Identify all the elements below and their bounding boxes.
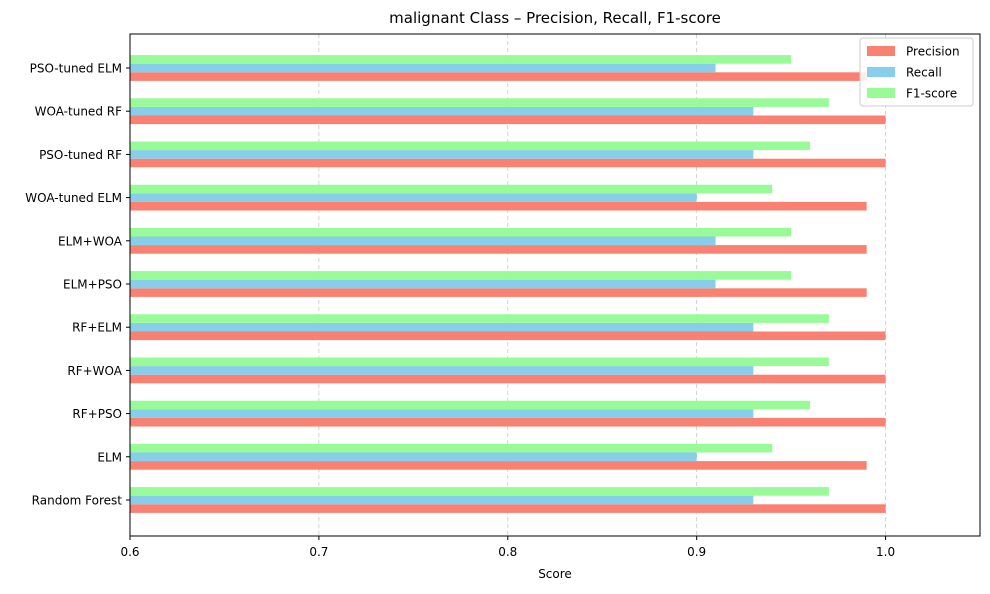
y-tick-label: ELM+PSO [63, 278, 122, 292]
bar-precision [130, 201, 867, 211]
legend-label: Recall [906, 66, 942, 80]
bar-precision [130, 158, 886, 168]
bar-recall [130, 495, 754, 505]
y-tick-label: RF+ELM [72, 321, 122, 335]
bar-precision [130, 245, 867, 254]
y-axis: Random Forest ELM RF+PSO RF+WOA RF+ELM ELM+PS… [25, 62, 130, 508]
bars [130, 55, 886, 513]
y-tick-label: ELM+WOA [58, 234, 123, 248]
bar-recall [130, 150, 754, 159]
bar-f1-score [130, 487, 829, 496]
x-tick-label: 0.9 [687, 545, 706, 559]
bar-f1-score [130, 227, 792, 237]
bar-f1-score [130, 443, 773, 453]
bar-precision [130, 72, 867, 81]
bar-f1-score [130, 314, 829, 323]
bar-recall [130, 322, 754, 332]
y-tick-label: RF+PSO [72, 407, 122, 421]
y-tick-label: RF+WOA [67, 364, 122, 378]
bar-precision [130, 374, 886, 384]
legend-swatch [867, 67, 895, 77]
x-tick-label: 1.0 [876, 545, 895, 559]
bar-precision [130, 288, 867, 297]
bar-recall [130, 106, 754, 116]
bar-recall [130, 236, 716, 246]
bar-recall [130, 452, 697, 462]
bar-recall [130, 366, 754, 375]
bar-f1-score [130, 184, 773, 194]
bar-precision [130, 331, 886, 341]
y-tick-label: PSO-tuned RF [39, 148, 122, 162]
bar-precision [130, 504, 886, 513]
x-tick-label: 0.7 [309, 545, 328, 559]
y-tick-label: Random Forest [32, 494, 123, 508]
bar-f1-score [130, 141, 810, 151]
legend-label: Precision [906, 45, 960, 59]
y-tick-label: PSO-tuned ELM [30, 62, 122, 76]
legend-swatch [867, 88, 895, 98]
bar-f1-score [130, 98, 829, 107]
bar-recall [130, 63, 716, 73]
legend-swatch [867, 46, 895, 56]
bar-recall [130, 409, 754, 418]
legend: Precision Recall F1-score [859, 37, 974, 107]
bar-f1-score [130, 55, 792, 64]
legend-label: F1-score [906, 87, 957, 101]
bar-f1-score [130, 400, 810, 410]
chart-title: malignant Class – Precision, Recall, F1-… [389, 9, 721, 27]
bar-precision [130, 417, 886, 427]
plot-frame [129, 33, 981, 537]
x-axis: 0.6 0.7 0.8 0.9 1.0 [120, 536, 895, 559]
bar-precision [130, 115, 886, 125]
bar-f1-score [130, 357, 829, 367]
y-tick-label: WOA-tuned RF [35, 105, 122, 119]
x-tick-label: 0.6 [120, 545, 139, 559]
bar-precision [130, 461, 867, 470]
x-tick-label: 0.8 [498, 545, 517, 559]
y-tick-label: WOA-tuned ELM [25, 191, 122, 205]
bar-recall [130, 279, 716, 289]
bar-f1-score [130, 271, 792, 280]
y-tick-label: ELM [97, 450, 122, 464]
bar-recall [130, 193, 697, 202]
x-axis-label: Score [538, 567, 572, 581]
